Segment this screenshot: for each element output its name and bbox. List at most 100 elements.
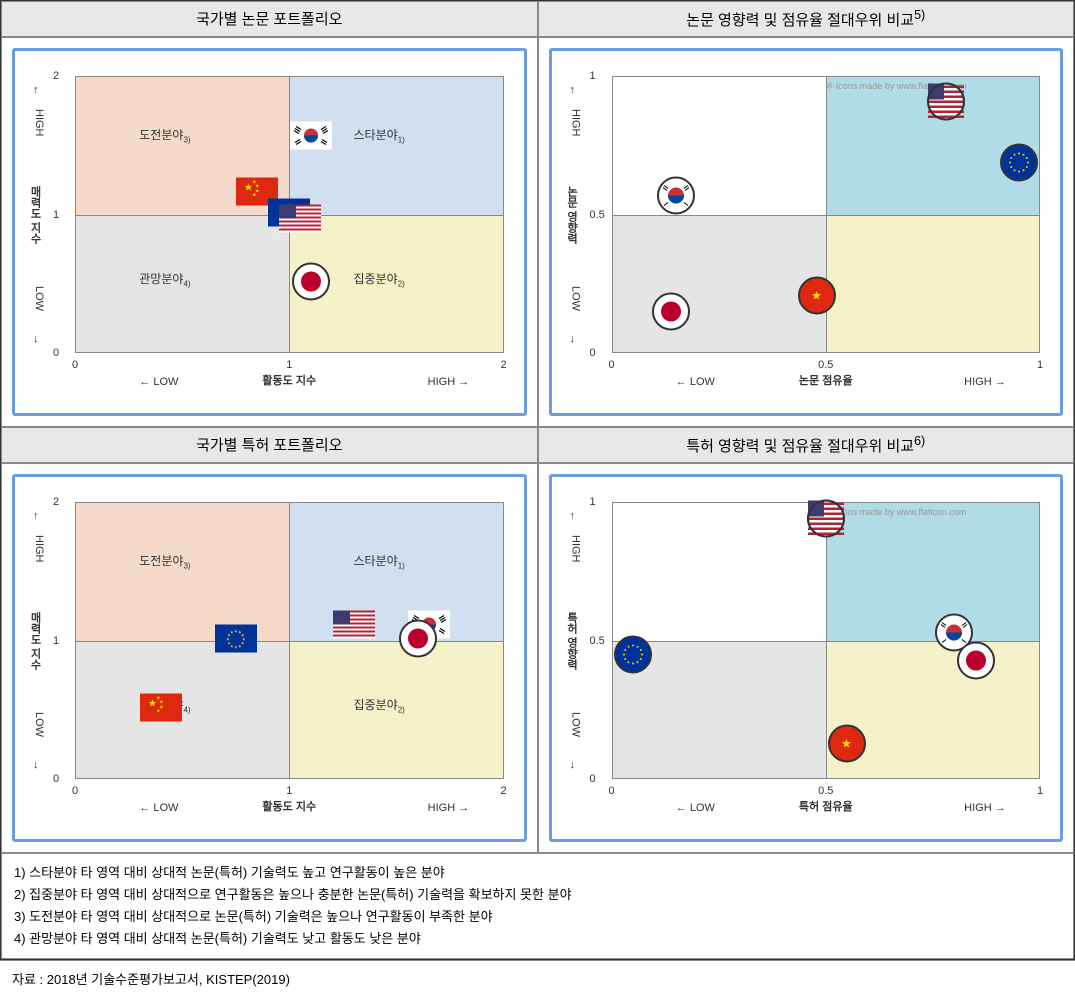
y-axis-label: 매력도 지수: [27, 611, 43, 669]
y-tick: 0: [590, 773, 596, 785]
y-tick: 0.5: [590, 635, 605, 647]
y-tick: 1: [590, 496, 596, 508]
marker-eu: ★★★★★★★★★★★★: [215, 624, 257, 657]
arrow-low-y: LOW: [33, 712, 45, 737]
cell-tr: ※ Icons made by www.flaticon.com00.5100.…: [538, 37, 1075, 427]
chart-patent-portfolio: 도전분야3)스타분야1)관망분야4)집중분야2)012012활동도 지수매력도 …: [12, 474, 527, 842]
chart-patent-influence: ※ Icons made by www.flaticon.com 0 0.5 1 0 0.…: [549, 474, 1064, 842]
x-axis-label: 활동도 지수: [262, 372, 316, 388]
x-axis-label: 특허 점유율: [799, 798, 853, 814]
arrow-low-x: ← LOW: [676, 376, 715, 388]
marker-usa: [806, 499, 846, 544]
arrow-low-x: ← LOW: [676, 802, 715, 814]
arrow-high-y: HIGH: [570, 535, 582, 563]
y-axis-label: 특허 영향력: [564, 611, 580, 669]
header-tl: 국가별 논문 포트폴리오: [1, 1, 538, 37]
x-axis-label: 논문 점유율: [799, 372, 853, 388]
marker-china: ★: [827, 723, 867, 768]
header-br: 특허 영향력 및 점유율 절대우위 비교6): [538, 427, 1075, 463]
footnotes: 1) 스타분야 타 영역 대비 상대적 논문(특허) 기술력도 높고 연구활동이…: [1, 853, 1074, 959]
arrow-low-y: LOW: [570, 286, 582, 311]
header-br-sup: 6): [914, 434, 925, 448]
x-tick: 1: [1037, 359, 1043, 371]
marker-japan: [291, 261, 331, 306]
quadrant-label-br: 집중분야2): [354, 696, 405, 714]
footnote-line: 4) 관망분야 타 영역 대비 상대적 논문(특허) 기술력도 낮고 활동도 낮…: [14, 928, 1061, 950]
y-tick: 0: [53, 347, 59, 359]
chart-paper-influence: ※ Icons made by www.flaticon.com00.5100.…: [549, 48, 1064, 416]
marker-usa: [926, 81, 966, 126]
x-axis-label: 활동도 지수: [262, 798, 316, 814]
marker-eu: [613, 635, 653, 680]
header-tr-sup: 5): [914, 8, 925, 22]
arrow-low-x: ← LOW: [139, 802, 178, 814]
x-tick: 1: [286, 359, 292, 371]
svg-text:★: ★: [234, 644, 238, 649]
x-tick: 2: [500, 359, 506, 371]
y-tick: 1: [53, 635, 59, 647]
marker-usa: [279, 205, 321, 238]
x-tick: 0.5: [818, 785, 833, 797]
svg-text:★: ★: [841, 736, 852, 750]
quadrant-label-br: 집중분야2): [354, 270, 405, 288]
attribution-text: ※ Icons made by www.flaticon.com: [826, 507, 967, 518]
marker-japan: [398, 618, 438, 663]
marker-japan: [956, 640, 996, 685]
quadrant-label-bl: 관망분야4): [139, 270, 190, 288]
marker-china: ★★★★★: [140, 693, 182, 726]
marker-korea: [290, 122, 332, 155]
arrow-high-y: HIGH: [33, 109, 45, 137]
cell-br: ※ Icons made by www.flaticon.com 0 0.5 1 0 0.…: [538, 463, 1075, 853]
footnote-line: 2) 집중분야 타 영역 대비 상대적으로 연구활동은 높으나 충분한 논문(특…: [14, 884, 1061, 906]
svg-text:★: ★: [811, 288, 822, 302]
svg-text:★: ★: [238, 643, 242, 648]
marker-japan: [651, 292, 691, 337]
arrow-low-y: LOW: [33, 286, 45, 311]
footnote-line: 1) 스타분야 타 영역 대비 상대적 논문(특허) 기술력도 높고 연구활동이…: [14, 862, 1061, 884]
y-tick: 0: [590, 347, 596, 359]
header-tr: 논문 영향력 및 점유율 절대우위 비교5): [538, 1, 1075, 37]
arrow-low-x: ← LOW: [139, 376, 178, 388]
x-tick: 0: [608, 359, 614, 371]
quadrant-label-tr: 스타분야1): [354, 552, 405, 570]
x-tick: 1: [286, 785, 292, 797]
marker-eu: [999, 142, 1039, 187]
arrow-high-y: HIGH: [570, 109, 582, 137]
marker-korea: [656, 175, 696, 220]
svg-text:★: ★: [252, 192, 257, 198]
arrow-high-x: HIGH →: [428, 376, 470, 388]
header-bl: 국가별 특허 포트폴리오: [1, 427, 538, 463]
marker-usa: [333, 610, 375, 643]
y-axis-label: 논문 영향력: [564, 185, 580, 243]
quadrant-label-tl: 도전분야3): [139, 126, 190, 144]
y-tick: 1: [590, 70, 596, 82]
source-text: 자료 : 2018년 기술수준평가보고서, KISTEP(2019): [0, 960, 1075, 996]
y-axis-label: 매력도 지수: [27, 185, 43, 243]
cell-bl: 도전분야3)스타분야1)관망분야4)집중분야2)012012활동도 지수매력도 …: [1, 463, 538, 853]
x-tick: 1: [1037, 785, 1043, 797]
y-tick: 2: [53, 70, 59, 82]
x-tick: 0.5: [818, 359, 833, 371]
x-tick: 2: [500, 785, 506, 797]
y-tick: 0.5: [590, 209, 605, 221]
header-tr-text: 논문 영향력 및 점유율 절대우위 비교: [686, 12, 914, 29]
cell-tl: 도전분야3) 스타분야1) 관망분야4) 집중분야2) 0 1 2 0 1 2 활동도 지수 매력도 …: [1, 37, 538, 427]
y-tick: 1: [53, 209, 59, 221]
arrow-high-x: HIGH →: [964, 802, 1006, 814]
arrow-high-x: HIGH →: [964, 376, 1006, 388]
x-tick: 0: [608, 785, 614, 797]
arrow-low-y: LOW: [570, 712, 582, 737]
svg-text:★: ★: [156, 708, 161, 714]
x-tick: 0: [72, 785, 78, 797]
chart-grid: 국가별 논문 포트폴리오 논문 영향력 및 점유율 절대우위 비교5) 도전분야…: [0, 0, 1075, 960]
header-br-text: 특허 영향력 및 점유율 절대우위 비교: [686, 438, 914, 455]
y-tick: 0: [53, 773, 59, 785]
chart-paper-portfolio: 도전분야3) 스타분야1) 관망분야4) 집중분야2) 0 1 2 0 1 2 활동도 지수 매력도 …: [12, 48, 527, 416]
arrow-high-x: HIGH →: [428, 802, 470, 814]
arrow-high-y: HIGH: [33, 535, 45, 563]
svg-text:★: ★: [230, 629, 234, 634]
footnote-line: 3) 도전분야 타 영역 대비 상대적으로 논문(특허) 기술력은 높으나 연구…: [14, 906, 1061, 928]
x-tick: 0: [72, 359, 78, 371]
quadrant-label-tl: 도전분야3): [139, 552, 190, 570]
quadrant-label-tr: 스타분야1): [354, 126, 405, 144]
